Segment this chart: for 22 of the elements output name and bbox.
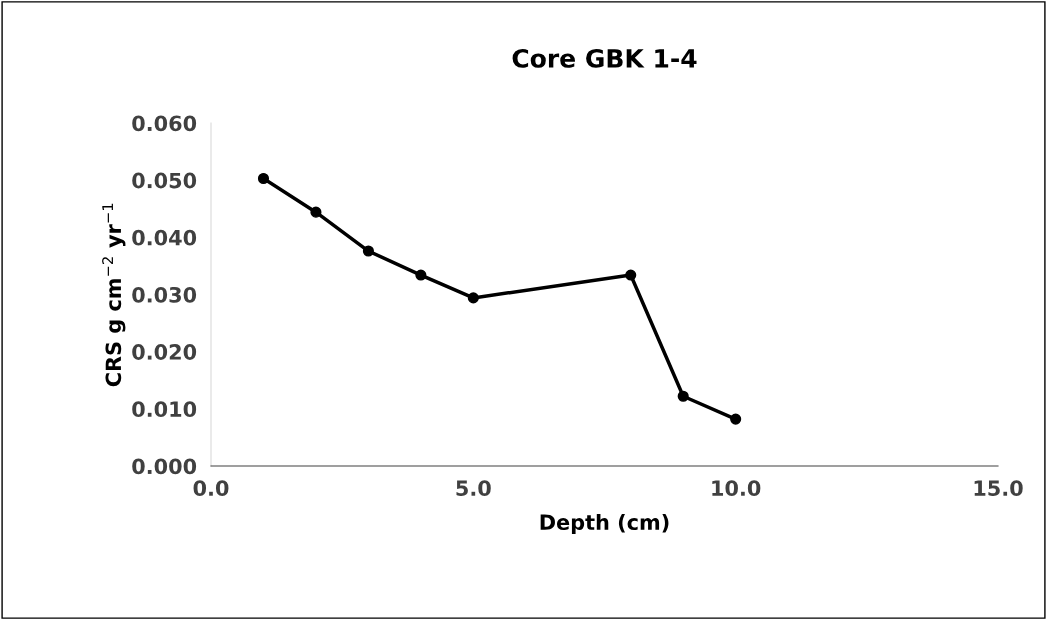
x-tick-label: 5.0	[456, 480, 491, 497]
x-axis-title: Depth (cm)	[540, 513, 669, 535]
point	[362, 245, 374, 257]
y-axis-title: CRS g cm$^{−2}$ yr$^{−1}$	[102, 203, 126, 387]
point	[310, 206, 322, 218]
y-tick-label: 0.040	[132, 229, 197, 246]
point	[730, 413, 742, 425]
y-tick-label: 0.050	[132, 172, 197, 189]
point	[625, 269, 637, 281]
y-tick-label: 0.020	[132, 344, 197, 360]
point	[257, 172, 270, 185]
x-tick-label: 0.0	[193, 480, 229, 497]
point	[467, 292, 479, 304]
point	[415, 269, 427, 281]
y-tick-label: 0.060	[132, 115, 197, 132]
x-tick-label: 10.0	[712, 480, 761, 497]
point	[677, 390, 689, 402]
y-tick-label: 0.010	[132, 401, 197, 418]
y-tick-label: 0.030	[132, 286, 197, 303]
y-tick-label: 0.000	[132, 458, 197, 475]
x-tick-label: 15.0	[974, 480, 1023, 497]
chart-title: Core GBK 1-4	[512, 48, 697, 68]
